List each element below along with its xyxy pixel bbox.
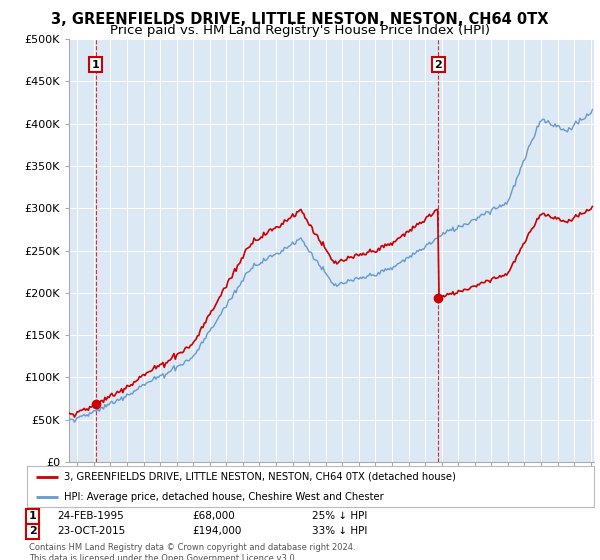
Text: £194,000: £194,000 bbox=[192, 526, 241, 536]
Text: 2: 2 bbox=[434, 59, 442, 69]
Text: 33% ↓ HPI: 33% ↓ HPI bbox=[312, 526, 367, 536]
Text: 3, GREENFIELDS DRIVE, LITTLE NESTON, NESTON, CH64 0TX: 3, GREENFIELDS DRIVE, LITTLE NESTON, NES… bbox=[51, 12, 549, 27]
Text: £68,000: £68,000 bbox=[192, 511, 235, 521]
Text: 1: 1 bbox=[92, 59, 100, 69]
Text: Price paid vs. HM Land Registry's House Price Index (HPI): Price paid vs. HM Land Registry's House … bbox=[110, 24, 490, 37]
Text: 24-FEB-1995: 24-FEB-1995 bbox=[57, 511, 124, 521]
Text: 1: 1 bbox=[29, 511, 37, 521]
Text: 2: 2 bbox=[29, 526, 37, 536]
Text: 3, GREENFIELDS DRIVE, LITTLE NESTON, NESTON, CH64 0TX (detached house): 3, GREENFIELDS DRIVE, LITTLE NESTON, NES… bbox=[64, 472, 456, 482]
Text: 23-OCT-2015: 23-OCT-2015 bbox=[57, 526, 125, 536]
Text: Contains HM Land Registry data © Crown copyright and database right 2024.
This d: Contains HM Land Registry data © Crown c… bbox=[29, 543, 355, 560]
Text: 25% ↓ HPI: 25% ↓ HPI bbox=[312, 511, 367, 521]
Text: HPI: Average price, detached house, Cheshire West and Chester: HPI: Average price, detached house, Ches… bbox=[64, 492, 383, 502]
